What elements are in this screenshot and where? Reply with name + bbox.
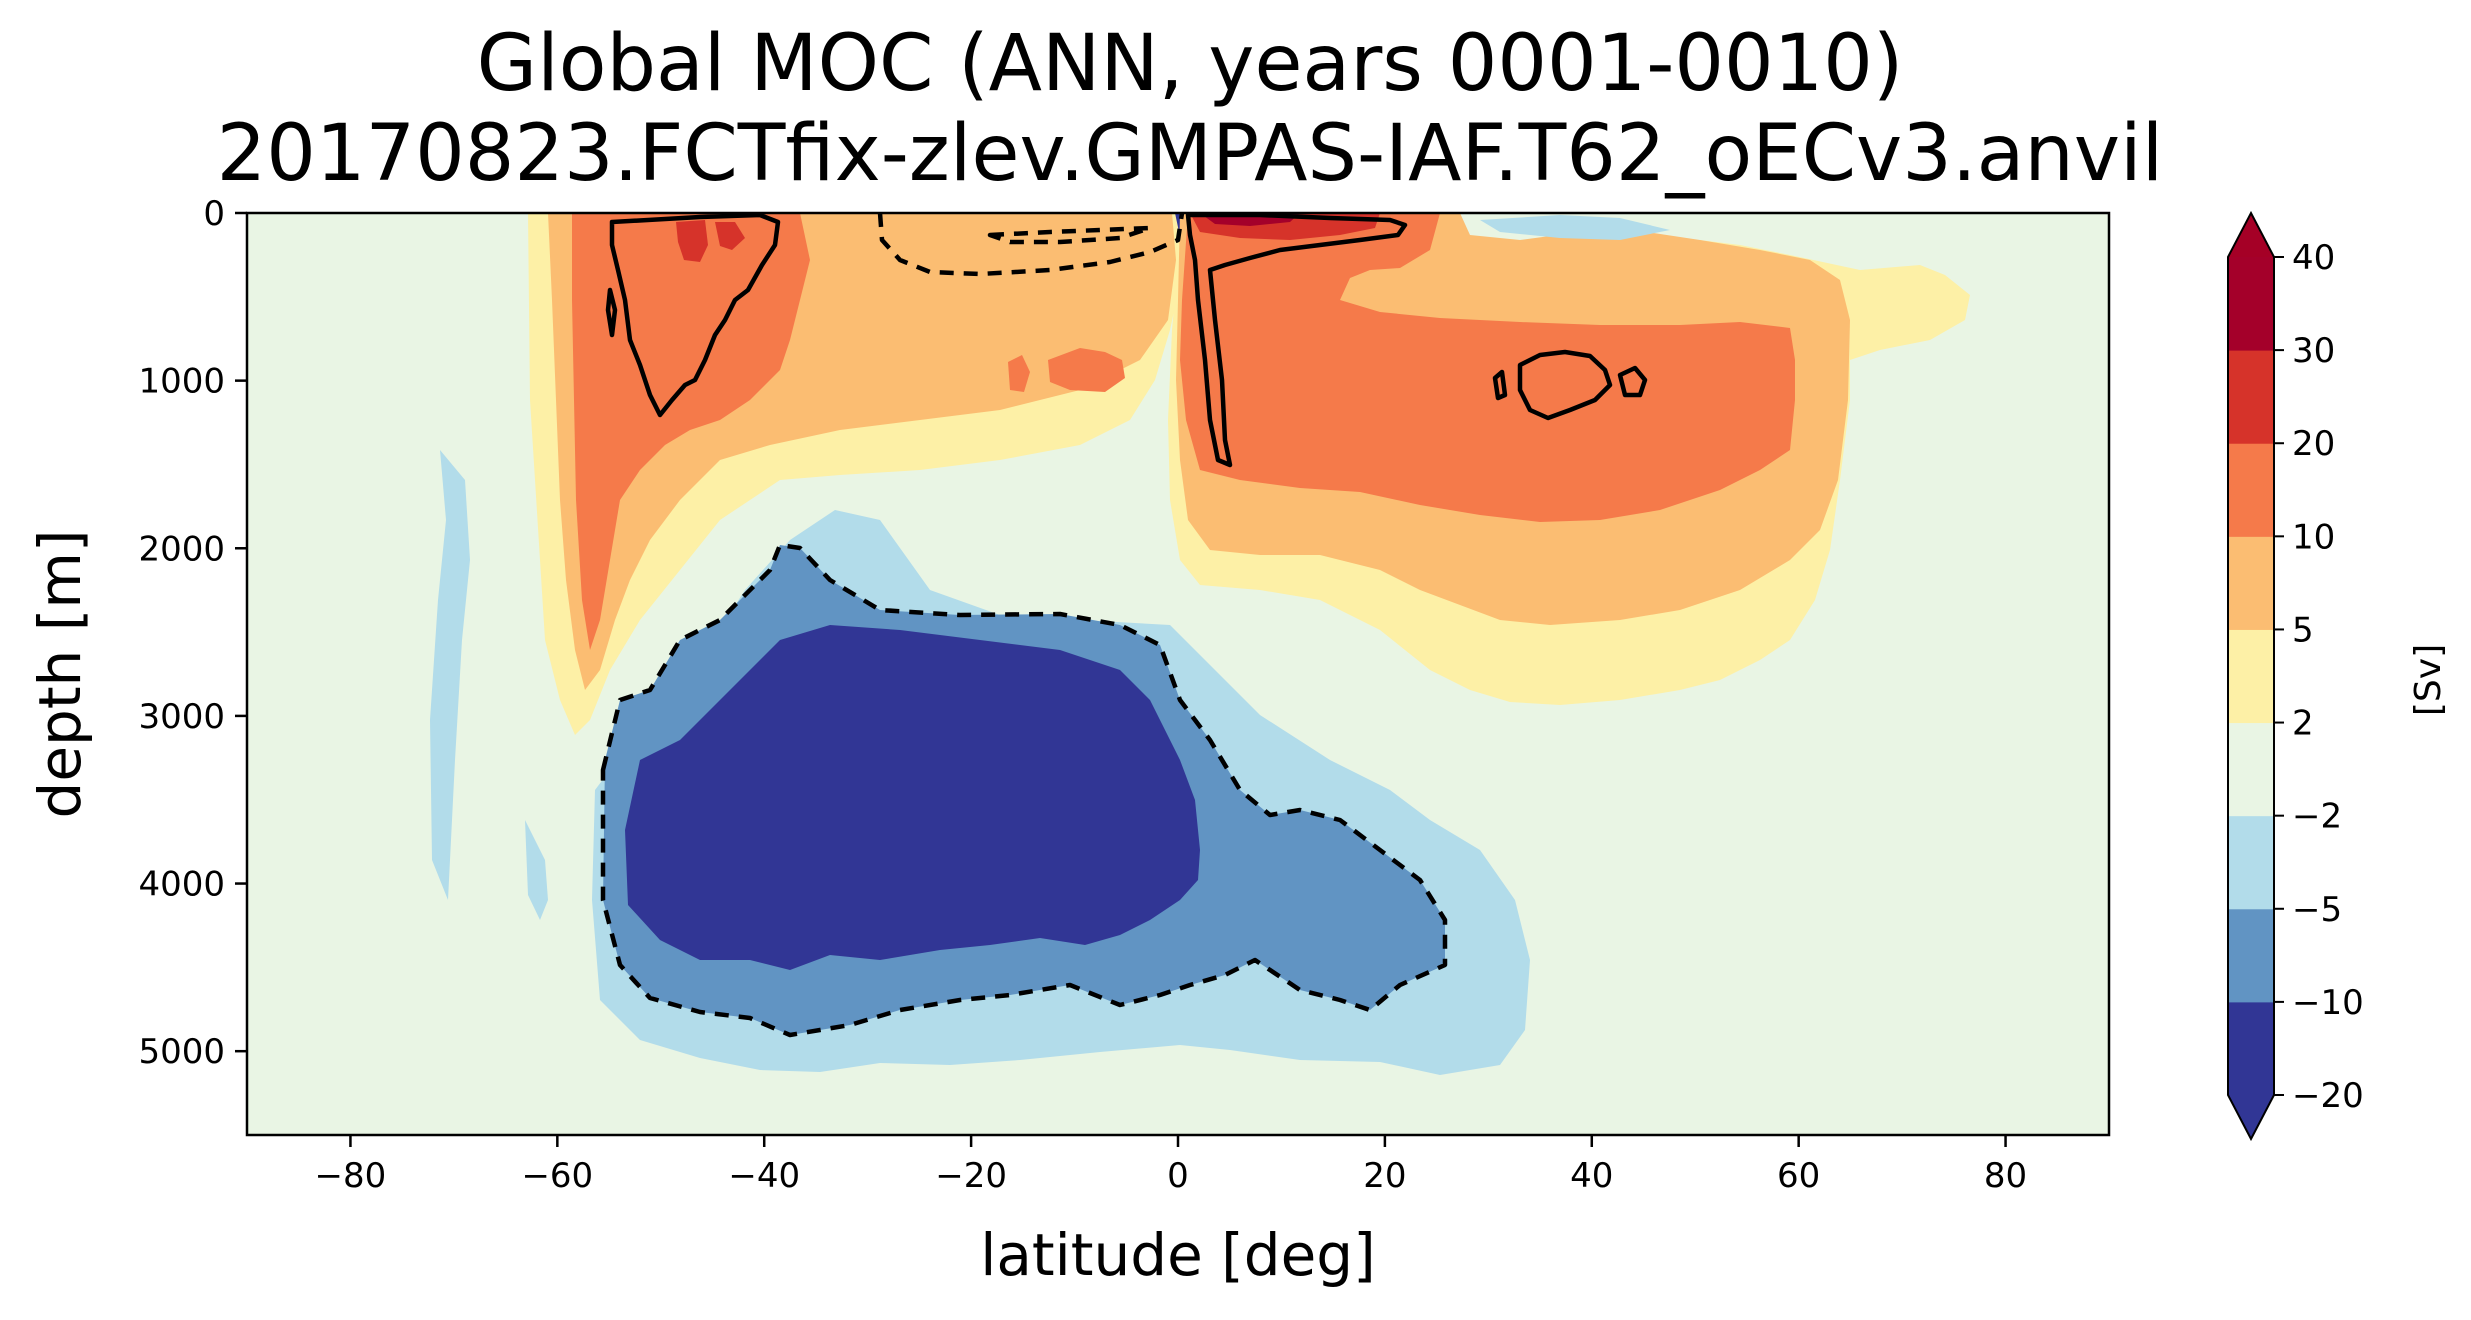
y-tick-label: 2000 [138, 529, 225, 569]
x-tick-label: 80 [1984, 1156, 2027, 1196]
x-tick-label: −20 [935, 1156, 1007, 1196]
y-tick-label: 0 [203, 194, 225, 234]
x-tick-label: 60 [1777, 1156, 1820, 1196]
colorbar-tick-label: 2 [2292, 704, 2314, 744]
colorbar-segment [2228, 536, 2274, 630]
chart-title-line2: 20170823.FCTfix-zlev.GMPAS-IAF.T62_oECv3… [217, 109, 2164, 199]
colorbar-tick-label: 10 [2292, 517, 2335, 557]
region-pos10-patch1 [1008, 355, 1030, 392]
y-axis-label: depth [m] [26, 529, 94, 818]
colorbar-tick-label: −10 [2292, 983, 2364, 1023]
colorbar-segment [2228, 1001, 2274, 1096]
colorbar-segment [2228, 257, 2274, 351]
colorbar-segment [2228, 350, 2274, 444]
colorbar-tick-label: 5 [2292, 610, 2314, 650]
y-axis: 0 1000 2000 3000 4000 5000 [138, 194, 247, 1072]
colorbar-tick-label: 40 [2292, 238, 2335, 278]
y-tick-label: 3000 [138, 697, 225, 737]
contour-pos10-southern [609, 213, 781, 418]
colorbar-label: [Sv] [2408, 644, 2449, 716]
region-pos10-southern [572, 213, 810, 650]
region-neg2-southern-small [525, 820, 548, 920]
x-tick-label: 0 [1167, 1156, 1189, 1196]
region-pos20-southern-b [715, 222, 745, 250]
region-pos10-northern [1180, 213, 1795, 522]
contour-pos10-north-a [1517, 349, 1613, 421]
colorbar-tick-label: 30 [2292, 331, 2335, 371]
contour-pos10-north-c [1492, 369, 1508, 401]
contour-neg10-surface-inner [987, 225, 1153, 245]
contour-neg10-deep [600, 542, 1448, 1038]
chart-title-line1: Global MOC (ANN, years 0001-0010) [477, 19, 1904, 109]
region-pos20-southern-a [676, 220, 708, 262]
x-tick-label: 40 [1570, 1156, 1613, 1196]
x-tick-label: 20 [1363, 1156, 1406, 1196]
colorbar-tick-label: −5 [2292, 890, 2342, 930]
x-tick-label: −80 [315, 1156, 387, 1196]
y-tick-label: 4000 [138, 865, 225, 905]
x-tick-label: −40 [728, 1156, 800, 1196]
region-neg2-southern-column [430, 450, 470, 900]
colorbar-extend-under [2228, 1095, 2274, 1139]
colorbar-segment [2228, 908, 2274, 1003]
colorbar-tick-label: −20 [2292, 1076, 2364, 1116]
colorbar-tick-label: 20 [2292, 424, 2335, 464]
y-tick-label: 5000 [138, 1032, 225, 1072]
colorbar-extend-over [2228, 213, 2274, 257]
x-axis: −80 −60 −40 −20 0 20 40 60 80 [315, 1135, 2027, 1196]
colorbar-segment [2228, 443, 2274, 537]
contour-pos10-north-b [1617, 365, 1648, 398]
contour-neg10-surface [877, 213, 1185, 277]
colorbar-segment [2228, 722, 2274, 817]
x-tick-label: −60 [521, 1156, 593, 1196]
colorbar: −20 −10 −5 −2 2 5 10 20 30 40 [2227, 210, 2364, 1142]
contour-pos10-southern-sliver [605, 287, 618, 338]
plot-area [245, 211, 2111, 1137]
region-neg2-surface-north [1480, 215, 1670, 240]
x-axis-label: latitude [deg] [980, 1221, 1376, 1289]
contour-pos10-tropical [1185, 213, 1408, 468]
colorbar-tick-label: −2 [2292, 797, 2342, 837]
region-pos10-patch2 [1048, 348, 1125, 392]
colorbar-segment [2228, 629, 2274, 724]
colorbar-segment [2228, 815, 2274, 910]
contour-fill-group [430, 213, 1970, 1075]
y-tick-label: 1000 [138, 362, 225, 402]
region-neg10-deep [625, 625, 1200, 970]
contour-lines [600, 213, 1648, 1038]
